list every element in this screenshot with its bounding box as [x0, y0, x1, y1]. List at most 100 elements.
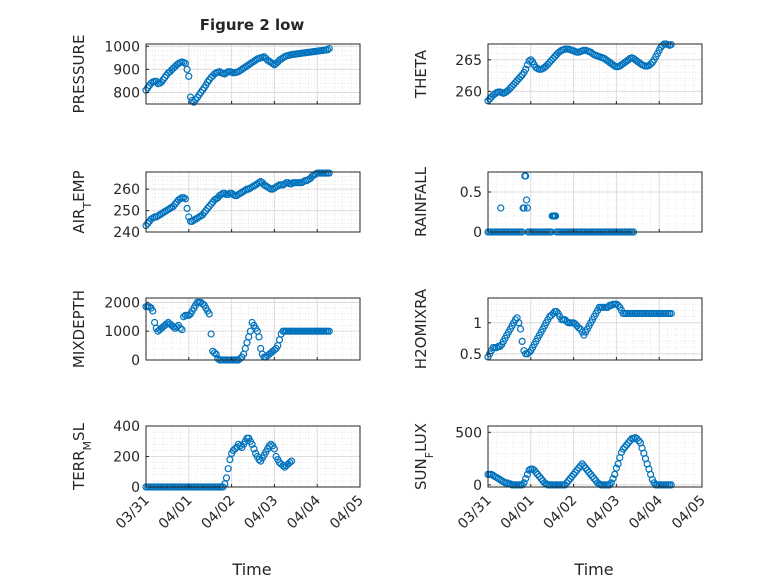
- data-point: [527, 56, 535, 64]
- series-markers: [142, 44, 333, 106]
- data-point: [325, 169, 333, 177]
- data-point: [581, 464, 590, 472]
- data-point: [226, 456, 234, 464]
- data-point: [587, 470, 595, 478]
- y-tick-label: 0.5: [460, 347, 482, 363]
- data-point: [267, 440, 275, 448]
- data-point: [590, 475, 598, 483]
- data-point: [207, 330, 215, 338]
- data-point: [185, 311, 193, 319]
- data-point: [246, 327, 254, 335]
- y-tick-label: 240: [113, 225, 140, 241]
- plot-area: [488, 298, 702, 360]
- subplot-2: 260 265 THETA: [412, 40, 703, 105]
- data-point: [204, 204, 212, 212]
- series-markers: [142, 169, 333, 230]
- data-point: [667, 481, 675, 489]
- data-point: [176, 324, 184, 332]
- x-axis-label-right: Time: [573, 560, 613, 579]
- y-tick-label: 0: [473, 225, 482, 241]
- data-point: [520, 204, 528, 212]
- data-point: [523, 204, 532, 212]
- data-point: [265, 442, 273, 450]
- subplot-1: 800 900 1000 PRESSURE: [70, 35, 361, 113]
- data-point: [566, 475, 574, 483]
- series-markers: [484, 300, 675, 361]
- data-point: [250, 445, 258, 453]
- data-point: [525, 349, 533, 357]
- data-point: [183, 65, 191, 74]
- data-point: [270, 346, 278, 354]
- data-point: [515, 319, 523, 327]
- plot-area: [146, 172, 360, 232]
- data-point: [571, 468, 579, 476]
- data-point: [563, 318, 571, 326]
- y-tick-label: 400: [113, 419, 140, 435]
- data-point: [523, 61, 532, 69]
- y-axis-label: TERRMSL: [70, 422, 94, 491]
- y-axis-label: THETA: [412, 49, 430, 99]
- data-point: [658, 41, 667, 49]
- data-point: [564, 477, 573, 485]
- x-axis-label-left: Time: [231, 560, 271, 579]
- data-point: [588, 472, 597, 481]
- data-point: [623, 441, 631, 449]
- y-tick-label: 1000: [104, 39, 140, 55]
- data-point: [516, 73, 525, 81]
- data-point: [286, 459, 294, 467]
- data-point: [222, 474, 231, 482]
- data-point: [619, 445, 627, 453]
- data-point: [287, 457, 296, 465]
- data-point: [185, 213, 193, 221]
- axes-box: [145, 43, 361, 105]
- y-tick-label: 0: [473, 478, 482, 494]
- data-point: [185, 72, 193, 80]
- y-axis-label: AIRTEMP: [70, 170, 94, 233]
- data-point: [516, 325, 525, 333]
- figure-title: Figure 2 low: [200, 16, 305, 34]
- y-tick-label: 0.5: [460, 185, 482, 201]
- data-point: [633, 435, 641, 443]
- subplot-4: 0 0.5 RAINFALL: [412, 166, 703, 241]
- data-point: [569, 470, 578, 478]
- data-point: [181, 195, 189, 203]
- data-point: [325, 44, 333, 53]
- y-axis-label: H2OMIXRA: [412, 288, 430, 369]
- data-point: [624, 439, 633, 447]
- data-point: [497, 204, 505, 212]
- y-axis-label: SUNFLUX: [412, 423, 436, 490]
- data-point: [563, 479, 571, 487]
- data-point: [635, 437, 643, 445]
- data-point: [621, 443, 629, 451]
- data-point: [612, 464, 621, 472]
- data-point: [580, 462, 588, 470]
- data-point: [493, 344, 501, 352]
- y-tick-label: 0: [131, 480, 140, 496]
- data-point: [212, 350, 220, 358]
- data-point: [552, 308, 561, 316]
- data-point: [325, 327, 333, 335]
- y-tick-label: 200: [113, 450, 140, 466]
- axes-box: [145, 297, 361, 361]
- data-point: [518, 337, 526, 345]
- y-tick-label: 500: [455, 425, 482, 441]
- data-point: [178, 326, 186, 334]
- y-tick-label: 900: [113, 62, 140, 78]
- data-point: [198, 300, 207, 308]
- data-point: [578, 460, 586, 468]
- y-axis-label: RAINFALL: [412, 166, 430, 237]
- data-point: [522, 65, 530, 73]
- data-point: [532, 468, 540, 476]
- axes-box: [487, 425, 703, 488]
- data-point: [224, 465, 232, 473]
- data-point: [646, 60, 655, 68]
- data-point: [149, 307, 157, 315]
- data-point: [236, 442, 244, 450]
- y-tick-label: 0: [131, 353, 140, 369]
- data-point: [183, 204, 191, 212]
- y-tick-label: 260: [455, 84, 482, 100]
- data-point: [255, 456, 263, 464]
- data-point: [667, 309, 675, 318]
- data-point: [323, 46, 332, 54]
- y-tick-label: 250: [113, 204, 140, 220]
